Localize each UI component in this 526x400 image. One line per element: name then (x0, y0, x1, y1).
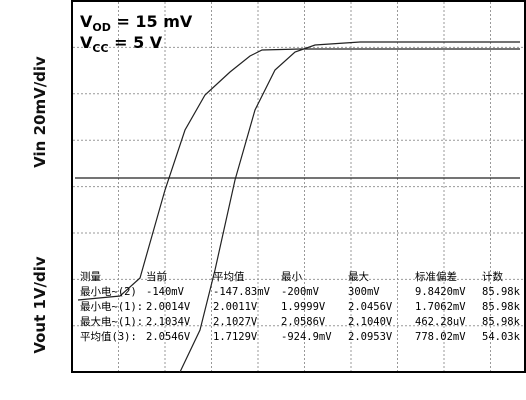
cell: 1.7062mV (415, 301, 466, 313)
cell: 2.0953V (348, 331, 393, 343)
cell: 462.28uV (415, 316, 466, 328)
subscript: OD (92, 21, 110, 34)
cell: 85.98k (482, 301, 521, 313)
value: = 5 V (109, 33, 163, 52)
vin-label: Vin 20mV/div (31, 56, 49, 168)
header-cell: 标准偏差 (415, 270, 457, 283)
cell: 2.0011V (213, 301, 258, 313)
trace-out-2 (179, 41, 520, 373)
symbol: V (80, 12, 93, 31)
header-cell: 最大 (348, 270, 369, 283)
cell: 2.1034V (146, 316, 191, 328)
cell: -924.9mV (281, 331, 332, 343)
header-cell: 当前 (146, 270, 167, 283)
cell: 54.03k (482, 331, 521, 343)
value: = 15 mV (111, 12, 193, 31)
header-cell: 计数 (482, 270, 503, 283)
cell: -200mV (281, 286, 320, 298)
cell: 平均值(3): (80, 330, 137, 343)
cell: 778.02mV (415, 331, 466, 343)
cell: 9.8420mV (415, 286, 466, 298)
graticule (73, 2, 524, 371)
vout-label: Vout 1V/div (31, 256, 49, 354)
cell: -147.83mV (213, 286, 271, 298)
cell: 85.98k (482, 286, 521, 298)
cell: -140mV (146, 286, 185, 298)
condition: VCC = 5 V (80, 33, 163, 55)
cell: 2.0456V (348, 301, 393, 313)
header-cell: 最小 (281, 271, 302, 283)
cell: 85.98k (482, 316, 521, 328)
trace-out-1 (77, 48, 520, 301)
cell: 1.9999V (281, 301, 326, 313)
cell: 2.1027V (213, 316, 258, 328)
cell: 2.1040V (348, 316, 393, 328)
subscript: CC (92, 42, 108, 55)
header-cell: 平均值 (213, 270, 245, 283)
cell: 300mV (348, 286, 380, 298)
cell: 2.0546V (146, 331, 191, 343)
cell: 最小电~(2) (80, 285, 137, 298)
cell: 1.7129V (213, 331, 258, 343)
cell: 2.0586V (281, 316, 326, 328)
symbol: V (80, 33, 93, 52)
cell: 2.0014V (146, 301, 191, 313)
cell: 最大电~(1): (80, 315, 143, 328)
header-cell: 测量 (80, 270, 101, 283)
condition: VOD = 15 mV (80, 12, 193, 34)
cell: 最小电~(1): (80, 300, 143, 313)
